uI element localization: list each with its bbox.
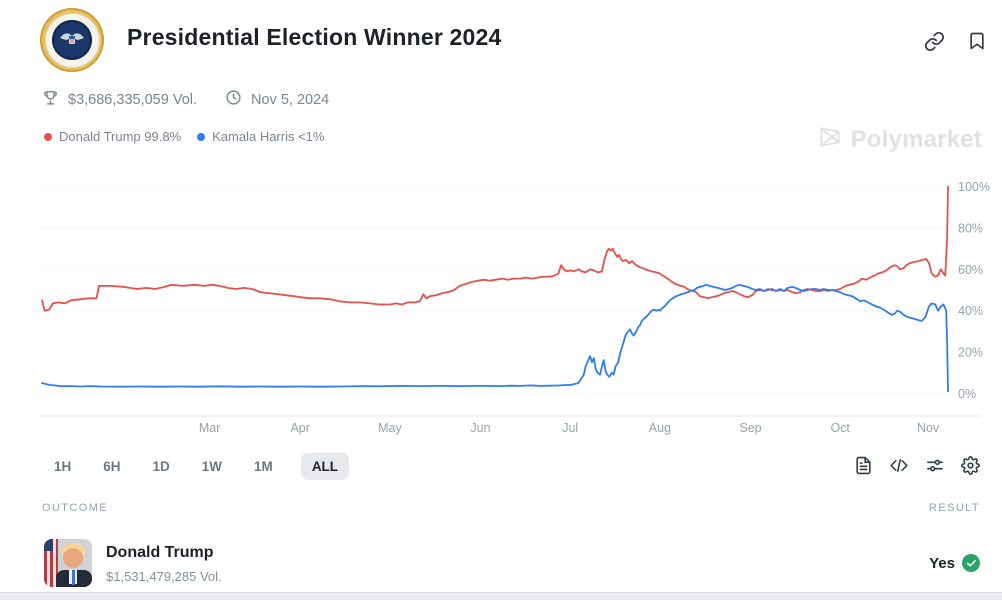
range-button-1w[interactable]: 1W [201, 459, 223, 474]
y-tick-label: 0% [958, 387, 976, 401]
trump-dot-icon [44, 132, 52, 141]
trump-avatar [44, 539, 92, 587]
chart-tools [854, 456, 980, 475]
y-tick-label: 100% [958, 180, 990, 194]
outcome-name: Donald Trump [106, 544, 214, 561]
x-tick-label-jul: Jul [562, 421, 578, 435]
legend-label-harris: Kamala Harris <1% [212, 129, 325, 144]
result-cell: Yes [929, 554, 980, 572]
sliders-icon[interactable] [925, 456, 945, 475]
series-line-kamala-harris [41, 283, 949, 393]
harris-dot-icon [197, 132, 206, 141]
range-button-1d[interactable]: 1D [152, 459, 170, 474]
range-button-6h[interactable]: 6H [103, 459, 121, 474]
news-icon[interactable] [854, 456, 873, 475]
legend-label-trump: Donald Trump 99.8% [59, 129, 182, 144]
x-tick-label-oct: Oct [830, 421, 850, 435]
range-button-1h[interactable]: 1H [54, 459, 72, 474]
x-tick-label-mar: Mar [199, 421, 221, 435]
result-header-label: RESULT [929, 502, 980, 514]
x-tick-label-apr: Apr [290, 421, 309, 435]
clock-icon [225, 89, 242, 110]
legend-item-harris[interactable]: Kamala Harris <1% [197, 129, 324, 144]
legend-item-trump[interactable]: Donald Trump 99.8% [44, 129, 181, 144]
chart-legend: Donald Trump 99.8% Kamala Harris <1% [44, 129, 324, 144]
series-line-donald-trump [41, 185, 949, 312]
price-chart[interactable]: 0% 20% 40% 60% 80% 100% Mar Apr May Jun Jul Aug Sep O… [0, 175, 1002, 440]
next-section-edge [0, 592, 1002, 600]
result-value: Yes [929, 554, 955, 572]
x-tick-label-jun: Jun [470, 421, 490, 435]
page-title: Presidential Election Winner 2024 [127, 24, 502, 50]
polymarket-watermark: Polymarket [817, 124, 982, 155]
range-button-1m[interactable]: 1M [254, 459, 273, 474]
outcome-header-label: OUTCOME [42, 502, 109, 514]
outcome-table-header: OUTCOME RESULT [42, 502, 980, 514]
end-date-text: Nov 5, 2024 [251, 91, 330, 108]
x-tick-label-aug: Aug [649, 421, 671, 435]
y-tick-label: 40% [958, 304, 983, 318]
x-tick-label-may: May [378, 421, 402, 435]
presidential-seal-icon [40, 8, 104, 72]
eagle-glyph [60, 33, 84, 44]
polymarket-logo-icon [817, 124, 843, 155]
watermark-text: Polymarket [850, 125, 982, 153]
range-button-all[interactable]: ALL [300, 453, 350, 480]
gear-icon[interactable] [961, 456, 980, 475]
market-stats: $3,686,335,059 Vol. Nov 5, 2024 [42, 89, 329, 110]
volume-text: $3,686,335,059 Vol. [68, 91, 198, 108]
outcome-volume: $1,531,479,285 Vol. [106, 569, 222, 584]
check-circle-icon [962, 554, 980, 572]
x-tick-label-sep: Sep [739, 421, 761, 435]
embed-code-icon[interactable] [889, 456, 909, 475]
link-icon[interactable] [924, 31, 945, 52]
bookmark-icon[interactable] [967, 30, 987, 52]
trophy-icon [42, 89, 59, 110]
seal-core [52, 20, 92, 60]
table-row[interactable]: Donald Trump $1,531,479,285 Vol. Yes [0, 530, 1002, 592]
y-tick-label: 60% [958, 263, 983, 277]
seal-band [44, 12, 100, 68]
y-tick-label: 80% [958, 222, 983, 236]
time-range-selector: 1H 6H 1D 1W 1M ALL [50, 453, 350, 480]
y-tick-label: 20% [958, 345, 983, 359]
x-tick-label-nov: Nov [917, 421, 940, 435]
